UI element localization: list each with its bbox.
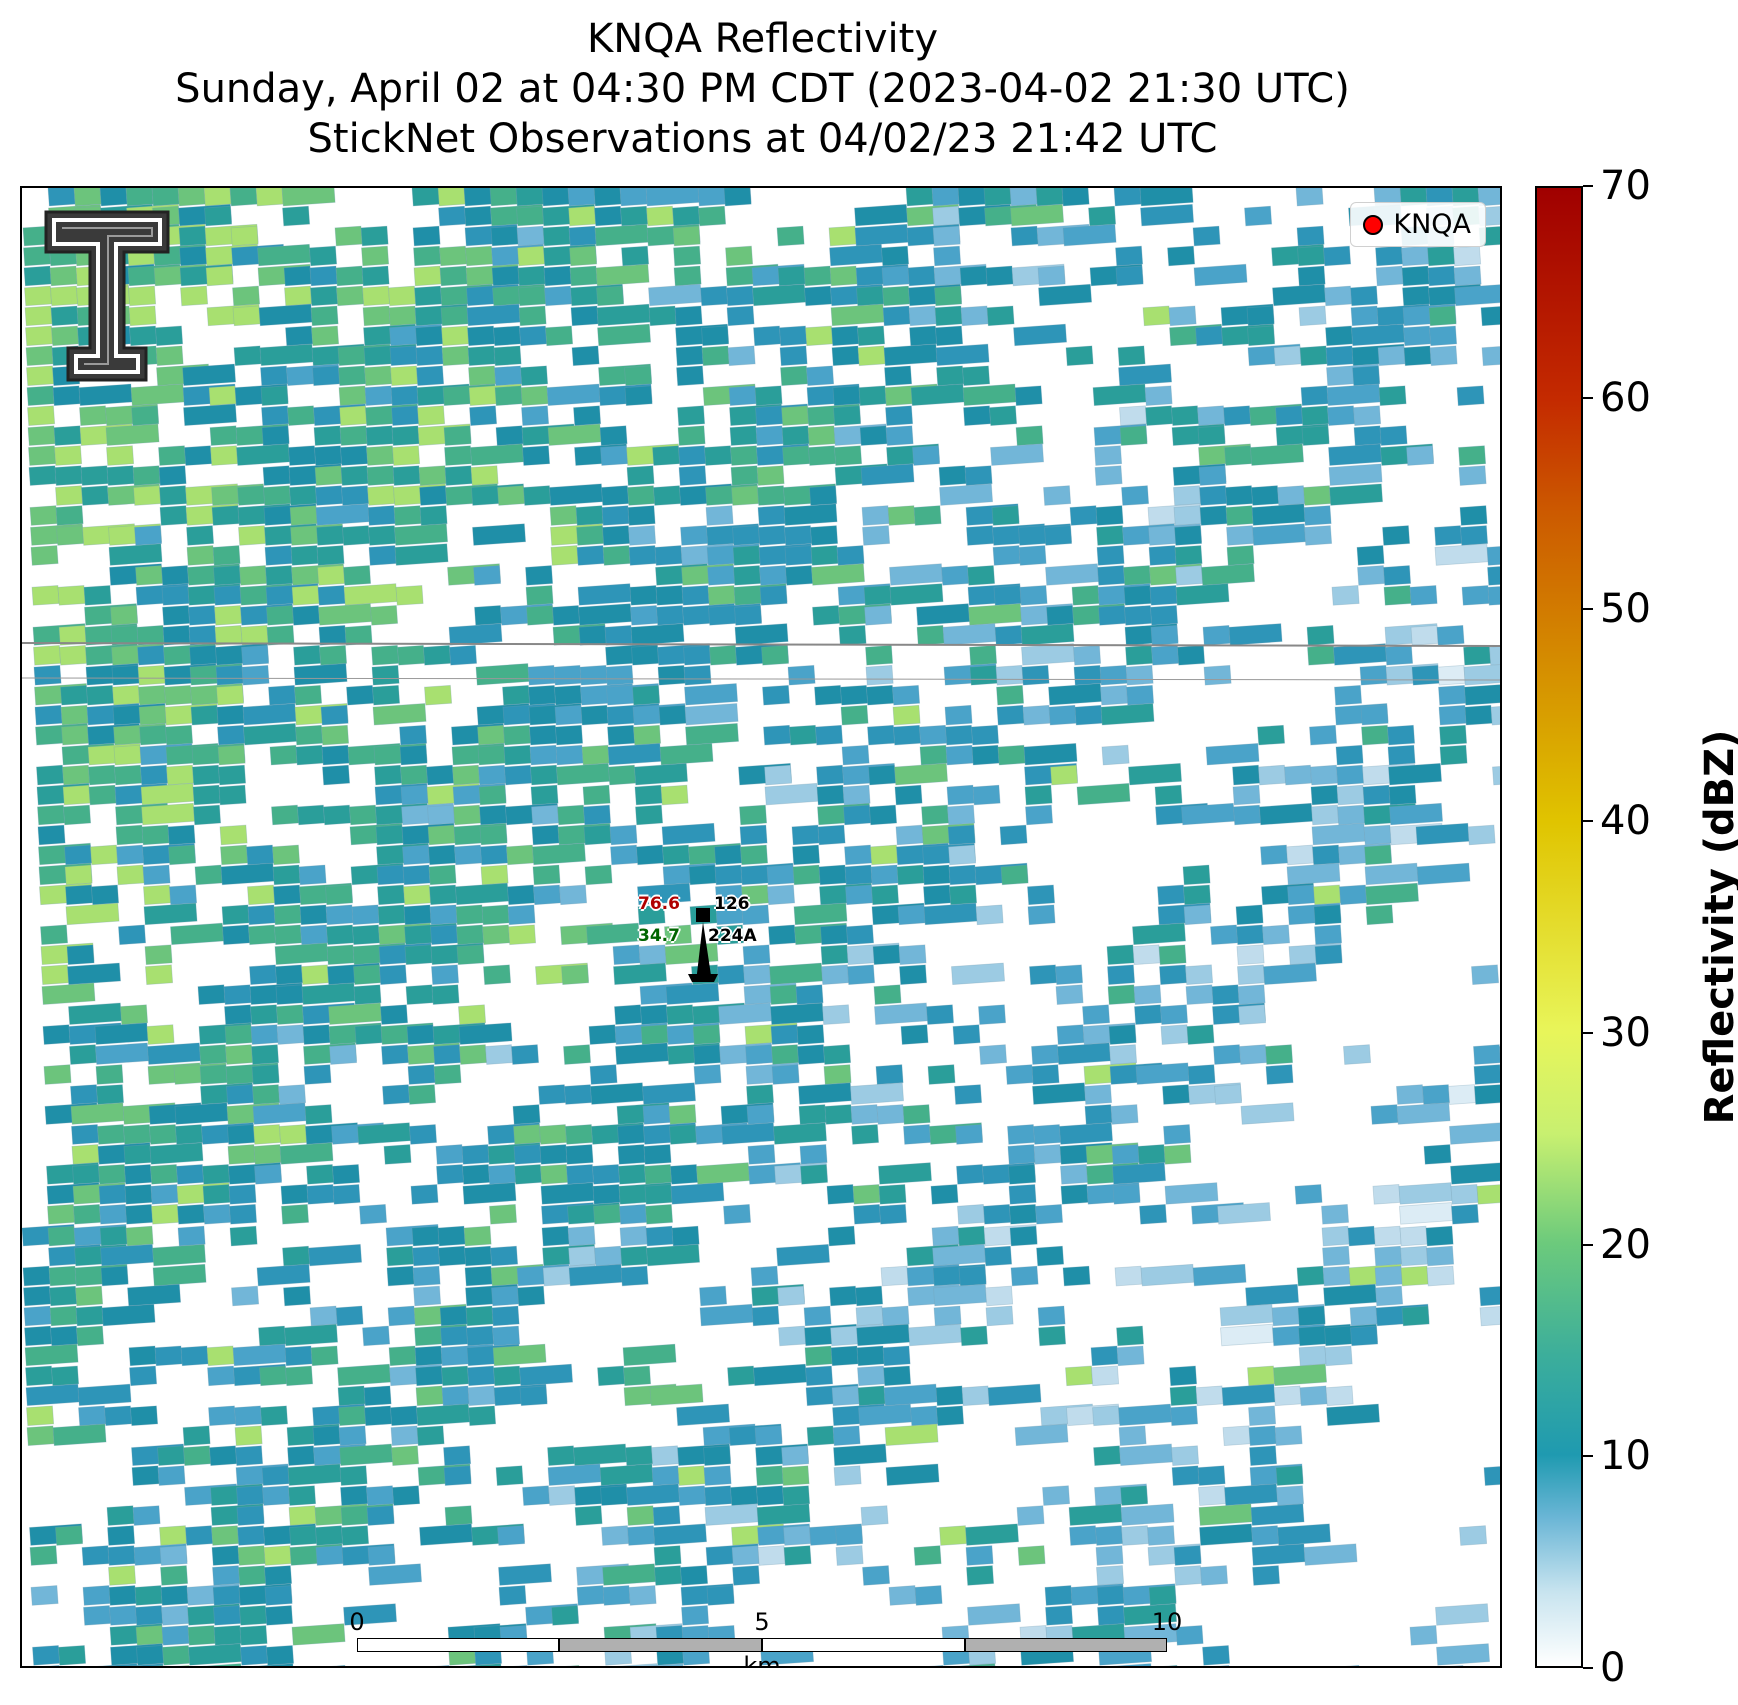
colorbar-tick-label: 50 (1600, 586, 1651, 633)
sticknet-station-plot[interactable]: 76.6 126 34.7 224A (622, 888, 842, 1018)
scale-bar: 0 5 10 km (349, 1608, 1182, 1668)
radar-site-marker-icon (1363, 214, 1384, 235)
colorbar-tick-label: 0 (1600, 1645, 1626, 1691)
scale-unit: km (743, 1652, 781, 1668)
boundary-line (22, 677, 1500, 681)
title-line-1: KNQA Reflectivity (586, 16, 939, 62)
station-dewpoint: 34.7 (638, 926, 680, 946)
reflectivity-field (22, 188, 1500, 1666)
station-temperature: 76.6 (638, 894, 680, 914)
colorbar-tick-mark (1583, 1031, 1593, 1034)
colorbar-title: Reflectivity (dBZ) (1697, 729, 1738, 1125)
reflectivity-colorbar (1535, 186, 1583, 1668)
plot-title: KNQA Reflectivity Sunday, April 02 at 04… (0, 14, 1525, 164)
scale-segment-1 (357, 1638, 559, 1652)
scale-tick-0: 0 (349, 1608, 365, 1636)
colorbar-tick-label: 70 (1600, 163, 1651, 209)
colorbar-tick-mark (1583, 1455, 1593, 1458)
colorbar-tick-label: 40 (1600, 798, 1651, 845)
boundary-line (22, 642, 1500, 647)
colorbar-tick-mark (1583, 396, 1593, 399)
radar-map[interactable]: KNQA 76.6 126 34.7 224A 0 5 10 km (20, 186, 1502, 1668)
wind-barb-icon (688, 908, 718, 982)
colorbar-tick-label: 30 (1600, 1009, 1651, 1056)
colorbar-tick-label: 10 (1600, 1433, 1651, 1480)
legend-label: KNQA (1393, 209, 1471, 240)
colorbar-tick-mark (1583, 1243, 1593, 1246)
map-legend: KNQA (1350, 202, 1486, 247)
scale-segment-3 (762, 1638, 965, 1652)
colorbar-tick-label: 20 (1600, 1221, 1651, 1268)
station-pressure: 126 (714, 894, 750, 914)
title-line-2: Sunday, April 02 at 04:30 PM CDT (2023-0… (175, 66, 1350, 112)
scale-segment-2 (559, 1638, 762, 1652)
colorbar-tick-mark (1583, 185, 1593, 187)
scale-tick-10: 10 (1151, 1608, 1183, 1636)
texas-tech-logo-icon (44, 210, 170, 382)
station-id: 224A (708, 926, 757, 946)
reflectivity-cells (22, 188, 1500, 1666)
colorbar-tick-mark (1583, 1667, 1593, 1669)
colorbar-tick-mark (1583, 820, 1593, 823)
title-line-3: StickNet Observations at 04/02/23 21:42 … (307, 116, 1218, 162)
scale-segment-4 (965, 1638, 1167, 1652)
colorbar-tick-mark (1583, 608, 1593, 611)
scale-tick-5: 5 (754, 1608, 770, 1636)
colorbar-tick-label: 60 (1600, 374, 1651, 421)
